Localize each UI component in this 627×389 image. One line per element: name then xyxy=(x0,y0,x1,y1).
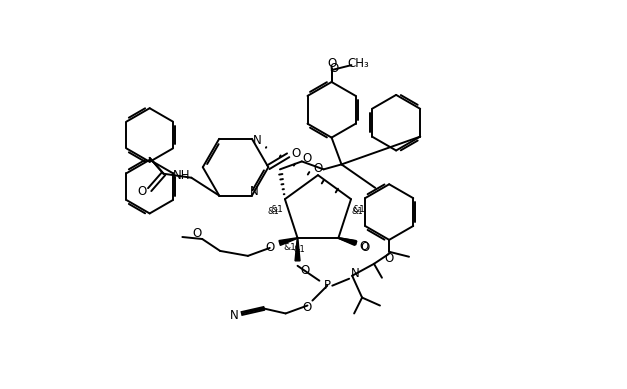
Text: NH: NH xyxy=(172,169,190,182)
Text: &1: &1 xyxy=(352,205,366,214)
Text: N: N xyxy=(350,267,359,280)
Text: O: O xyxy=(192,226,202,240)
Text: O: O xyxy=(265,242,275,254)
Text: O: O xyxy=(303,301,312,314)
Text: O: O xyxy=(301,264,310,277)
Text: &1: &1 xyxy=(351,207,363,216)
Text: &1: &1 xyxy=(293,245,305,254)
Polygon shape xyxy=(295,238,300,261)
Text: O: O xyxy=(329,61,338,75)
Text: &1: &1 xyxy=(270,205,283,214)
Polygon shape xyxy=(279,238,298,245)
Text: CH₃: CH₃ xyxy=(347,57,369,70)
Text: O: O xyxy=(327,57,336,70)
Text: O: O xyxy=(137,185,146,198)
Text: O: O xyxy=(314,162,323,175)
Text: N: N xyxy=(229,309,238,322)
Text: &1: &1 xyxy=(283,244,296,252)
Text: O: O xyxy=(359,240,369,254)
Text: P: P xyxy=(324,279,331,292)
Polygon shape xyxy=(339,238,356,245)
Text: O: O xyxy=(302,152,312,165)
Text: N: N xyxy=(253,134,261,147)
Text: O: O xyxy=(361,242,370,254)
Text: O: O xyxy=(292,147,301,160)
Polygon shape xyxy=(339,238,357,245)
Text: &1: &1 xyxy=(267,207,279,216)
Text: O: O xyxy=(384,252,394,265)
Text: N: N xyxy=(250,185,258,198)
